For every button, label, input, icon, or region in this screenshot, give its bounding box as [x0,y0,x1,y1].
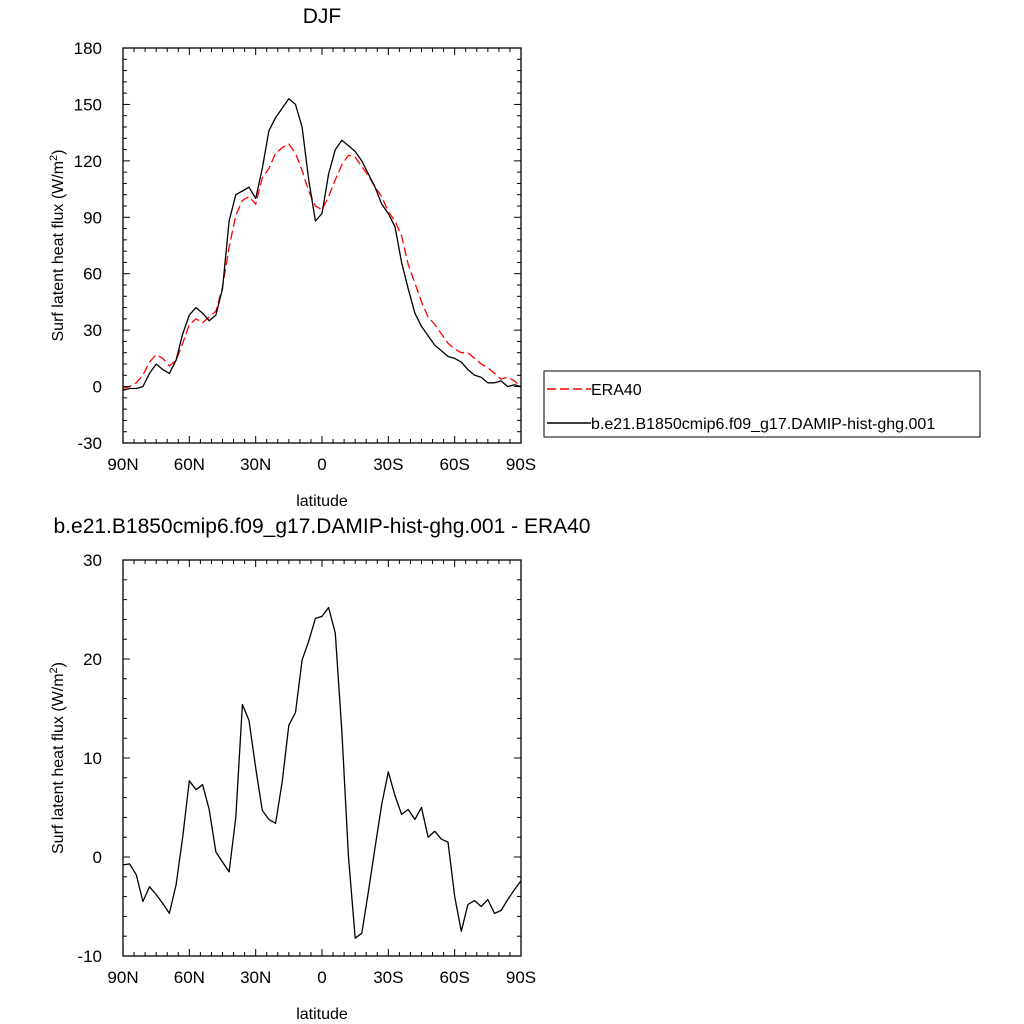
legend: ERA40 b.e21.B1850cmip6.f09_g17.DAMIP-his… [543,370,981,438]
bottom-x-tick-label: 90S [506,968,536,987]
bottom-y-tick-label: 10 [83,749,102,768]
top-x-tick-label: 30N [240,455,271,474]
top-series-line-0 [122,143,522,390]
bottom-y-tick-label: -10 [77,947,102,966]
bottom-series-group [122,606,522,939]
top-y-axis-label: Surf latent heat flux (W/m2) [48,150,67,342]
bottom-x-tick-label: 30N [240,968,271,987]
top-panel: DJF 90N 60N 30N 0 30S 60S 90S -30 0 30 60 90 120 150 1… [48,5,981,510]
top-y-tick-label: 30 [83,321,102,340]
legend-era40-label: ERA40 [591,382,642,399]
top-y-tick-label: 0 [93,378,102,397]
bottom-y-tick-label: 0 [93,848,102,867]
top-series-line-1 [122,98,522,391]
top-x-tick-label: 90N [107,455,138,474]
bottom-x-tick-label: 0 [317,968,326,987]
bottom-x-axis-label: latitude [296,1006,348,1023]
top-x-axis-label: latitude [296,493,348,510]
top-chart-title: DJF [303,5,342,28]
bottom-panel: b.e21.B1850cmip6.f09_g17.DAMIP-hist-ghg.… [48,515,591,1023]
top-y-tick-label: 180 [74,39,102,58]
top-series-group [122,98,522,391]
top-x-tick-label: 60N [174,455,205,474]
bottom-y-tick-label: 20 [83,650,102,669]
bottom-x-tick-label: 30S [373,968,403,987]
bottom-plot-frame [122,559,522,957]
bottom-y-tick-label: 30 [83,551,102,570]
bottom-x-tick-label: 90N [107,968,138,987]
top-y-tick-label: 60 [83,265,102,284]
top-tick-group: 90N 60N 30N 0 30S 60S 90S -30 0 30 60 90 120 150 180 [74,39,537,474]
top-plot-frame [122,47,522,444]
top-y-tick-label: 120 [74,152,102,171]
top-x-tick-label: 30S [373,455,403,474]
top-x-tick-label: 90S [506,455,536,474]
bottom-y-axis-label: Surf latent heat flux (W/m2) [48,662,67,854]
bottom-x-tick-label: 60N [174,968,205,987]
top-x-tick-label: 0 [317,455,326,474]
top-y-tick-label: 150 [74,95,102,114]
legend-model-label: b.e21.B1850cmip6.f09_g17.DAMIP-hist-ghg.… [591,416,935,433]
top-y-tick-label: 90 [83,208,102,227]
bottom-series-line-0 [122,606,522,939]
bottom-chart-title: b.e21.B1850cmip6.f09_g17.DAMIP-hist-ghg.… [54,515,591,538]
bottom-x-tick-label: 60S [440,968,470,987]
top-y-tick-label: -30 [77,434,102,453]
top-x-tick-label: 60S [440,455,470,474]
bottom-tick-group: 90N 60N 30N 0 30S 60S 90S -10 0 10 20 30 [77,551,536,987]
legend-box [543,370,981,438]
